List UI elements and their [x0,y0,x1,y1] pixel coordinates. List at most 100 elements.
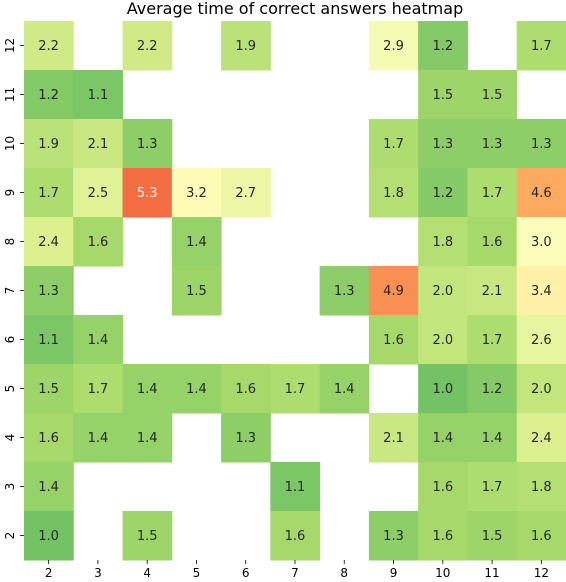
cell-value-label: 1.6 [235,382,256,397]
cell-value-label: 2.1 [482,284,503,299]
cell-value-label: 1.1 [38,333,59,348]
heatmap-cell [270,364,321,414]
cell-value-label: 4.9 [383,284,404,299]
cell-value-label: 2.4 [38,235,59,250]
cell-value-label: 3.0 [531,235,552,250]
cell-value-label: 1.3 [531,137,552,152]
cell-value-label: 1.3 [482,137,503,152]
heatmap-cell [221,21,271,71]
cell-value-label: 1.8 [432,235,453,250]
cell-value-label: 1.2 [38,88,59,103]
cell-value-label: 1.4 [186,235,207,250]
cell-value-label: 2.6 [531,333,552,348]
x-tick-label: 12 [534,566,549,580]
heatmap-cell [73,364,124,414]
cell-value-label: 2.9 [383,39,404,54]
cell-value-label: 1.4 [432,431,453,446]
cell-value-label: 2.0 [531,382,552,397]
heatmap-cell [270,462,321,512]
x-tick-label: 9 [390,566,398,580]
heatmap-cell [418,119,468,169]
heatmap-cell [73,413,124,463]
heatmap-cell [171,217,222,267]
heatmap-cell [467,266,518,316]
heatmap-cell [319,364,370,414]
heatmap-cell [24,266,74,316]
cell-value-label: 1.0 [432,382,453,397]
heatmap-cell [418,511,468,561]
y-tick-label: 5 [3,385,17,393]
heatmap-cell [418,168,468,218]
x-tick-label: 4 [143,566,151,580]
x-tick-label: 11 [484,566,499,580]
heatmap-cell [467,70,518,120]
cell-value-label: 1.6 [531,529,552,544]
y-tick-label: 3 [3,483,17,491]
heatmap-cells: 2.2 2.2 1.9 2.9 1.2 1.7 1.2 1.1 1.5 1.5 1.9 2.1 1.3 1… [24,21,566,561]
heatmap-cell [516,364,566,414]
y-tick-label: 11 [3,87,17,102]
cell-value-label: 1.1 [285,480,306,495]
heatmap-cell [467,462,518,512]
heatmap-cell [24,70,74,120]
cell-value-label: 1.9 [235,39,256,54]
heatmap-cell [516,413,566,463]
cell-value-label: 3.4 [531,284,552,299]
heatmap-cell [24,462,74,512]
cell-value-label: 1.9 [38,137,59,152]
cell-value-label: 1.7 [38,186,59,201]
heatmap-cell [418,413,468,463]
y-axis-ticks: 12 11 10 9 8 7 6 5 4 3 2 [3,38,24,539]
heatmap-cell [122,21,173,71]
heatmap-cell [73,168,124,218]
heatmap-cell [467,119,518,169]
cell-value-label: 1.6 [482,235,503,250]
heatmap-cell [221,364,271,414]
y-tick-label: 8 [3,238,17,246]
heatmap-cell [467,315,518,365]
heatmap-cell [418,315,468,365]
cell-value-label: 1.3 [334,284,355,299]
cell-value-label: 1.8 [531,480,552,495]
heatmap-cell [418,462,468,512]
heatmap-cell [418,21,468,71]
cell-value-label: 4.6 [531,186,552,201]
cell-value-label: 1.7 [383,137,404,152]
heatmap-cell [368,119,419,169]
heatmap-cell [221,413,271,463]
heatmap-cell [368,413,419,463]
cell-value-label: 1.3 [137,137,158,152]
heatmap-cell [418,266,468,316]
heatmap-cell [122,119,173,169]
x-tick-label: 3 [94,566,102,580]
cell-value-label: 1.7 [285,382,306,397]
cell-value-label: 1.7 [531,39,552,54]
cell-value-label: 1.7 [88,382,109,397]
x-tick-label: 7 [291,566,299,580]
x-tick-label: 2 [45,566,53,580]
heatmap-cell [516,21,566,71]
cell-value-label: 1.5 [432,88,453,103]
heatmap-cell [516,119,566,169]
cell-value-label: 1.6 [285,529,306,544]
heatmap-cell [418,70,468,120]
cell-value-label: 1.4 [137,431,158,446]
heatmap-cell [171,364,222,414]
heatmap-cell [319,266,370,316]
y-tick-label: 10 [3,136,17,151]
cell-value-label: 1.0 [38,529,59,544]
heatmap-cell [467,413,518,463]
cell-value-label: 1.4 [186,382,207,397]
cell-value-label: 1.4 [334,382,355,397]
x-tick-label: 5 [193,566,201,580]
x-tick-label: 10 [435,566,450,580]
cell-value-label: 2.5 [88,186,109,201]
cell-value-label: 1.3 [235,431,256,446]
cell-value-label: 1.5 [137,529,158,544]
heatmap-cell [122,364,173,414]
cell-value-label: 1.3 [38,284,59,299]
cell-value-label: 1.4 [88,333,109,348]
heatmap-cell [516,266,566,316]
x-axis-ticks: 2 3 4 5 6 7 8 9 10 11 12 [45,560,549,580]
heatmap-cell [467,168,518,218]
